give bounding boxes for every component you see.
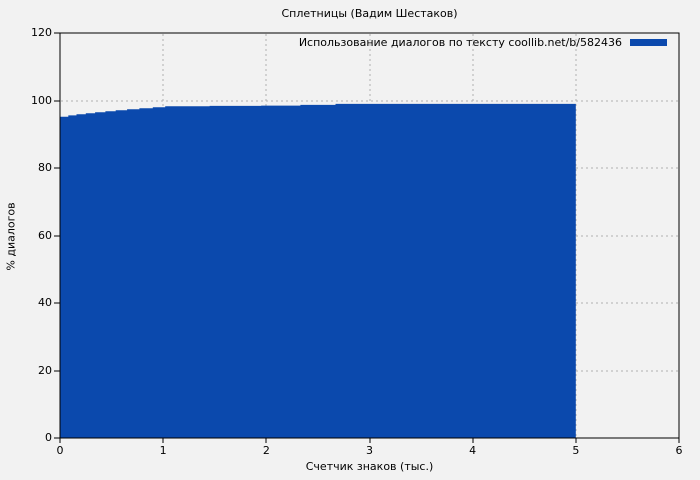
y-tick-label: 80 <box>38 161 52 174</box>
x-tick-label: 3 <box>366 444 373 457</box>
x-axis-label: Счетчик знаков (тыс.) <box>305 460 434 473</box>
y-tick-label: 120 <box>31 26 52 39</box>
chart-title: Сплетницы (Вадим Шестаков) <box>281 7 458 20</box>
legend-label: Использование диалогов по тексту coollib… <box>298 36 622 49</box>
y-tick-label: 0 <box>45 431 52 444</box>
y-tick-label: 100 <box>31 93 52 107</box>
x-tick-label: 6 <box>675 444 683 457</box>
x-tick-label: 0 <box>56 444 64 457</box>
x-tick-label: 1 <box>159 444 167 457</box>
legend: Использование диалогов по тексту coollib… <box>299 36 667 49</box>
x-tick-label: 2 <box>262 444 270 457</box>
y-tick-label: 20 <box>38 363 52 377</box>
y-tick-label: 60 <box>38 228 52 242</box>
area-series <box>60 103 576 439</box>
legend-swatch <box>630 39 667 46</box>
y-tick-label: 40 <box>38 296 52 309</box>
x-tick-label: 5 <box>572 444 580 457</box>
x-tick-label: 4 <box>469 444 477 457</box>
